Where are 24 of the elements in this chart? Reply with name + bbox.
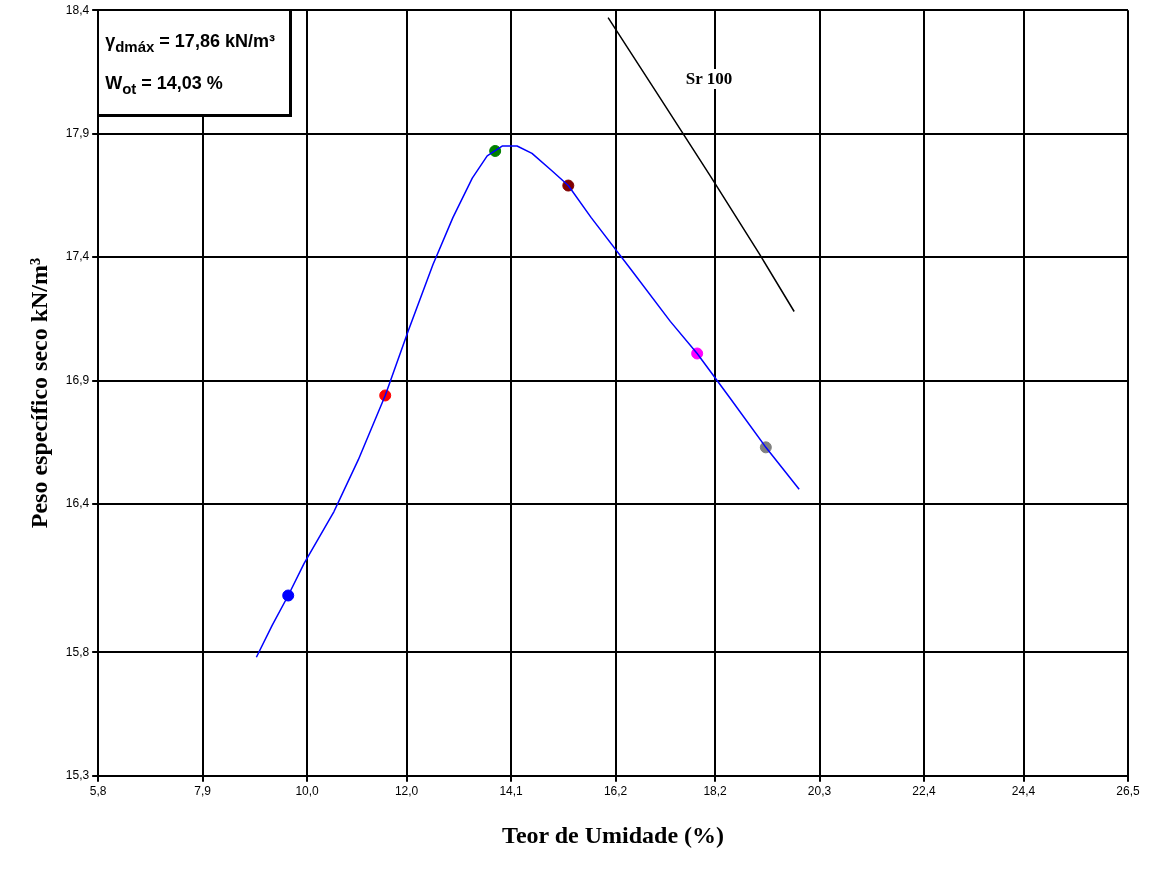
y-axis-title: Peso específico seco kN/m³ <box>25 257 52 529</box>
annotation: Sr 100 <box>685 69 733 90</box>
x-tick-label: 24,4 <box>1011 784 1036 799</box>
annotation: γ$_{dmáx}$ = 17,86 kN/m³ <box>105 30 275 57</box>
x-tick-label: 5,8 <box>89 784 107 799</box>
x-tick-label: 26,5 <box>1116 784 1140 799</box>
x-tick-label: 10,0 <box>295 784 320 799</box>
x-tick-label: 7,9 <box>194 784 212 799</box>
y-tick-label: 18,4 <box>65 2 90 17</box>
annotation: W$_{ot}$ = 14,03 % <box>105 71 224 99</box>
x-tick-label: 14,1 <box>499 784 524 799</box>
y-tick-label: 16,4 <box>65 496 90 511</box>
x-tick-label: 20,3 <box>807 784 832 799</box>
x-tick-label: 12,0 <box>394 784 419 799</box>
x-tick-label: 16,2 <box>603 784 628 799</box>
info-box: γ$_{dmáx}$ = 17,86 kN/m³ W$_{ot}$ = 14,03 % <box>99 11 292 118</box>
x-axis-title: Teor de Umidade (%) <box>502 821 725 848</box>
y-tick-label: 17,9 <box>65 126 90 140</box>
y-tick-label: 15,3 <box>65 768 90 783</box>
x-tick-label: 22,4 <box>912 784 937 799</box>
y-tick-label: 16,9 <box>65 372 90 387</box>
y-tick-label: 17,4 <box>65 249 90 264</box>
y-tick-label: 15,8 <box>65 644 90 659</box>
x-tick-label: 18,2 <box>703 784 728 799</box>
